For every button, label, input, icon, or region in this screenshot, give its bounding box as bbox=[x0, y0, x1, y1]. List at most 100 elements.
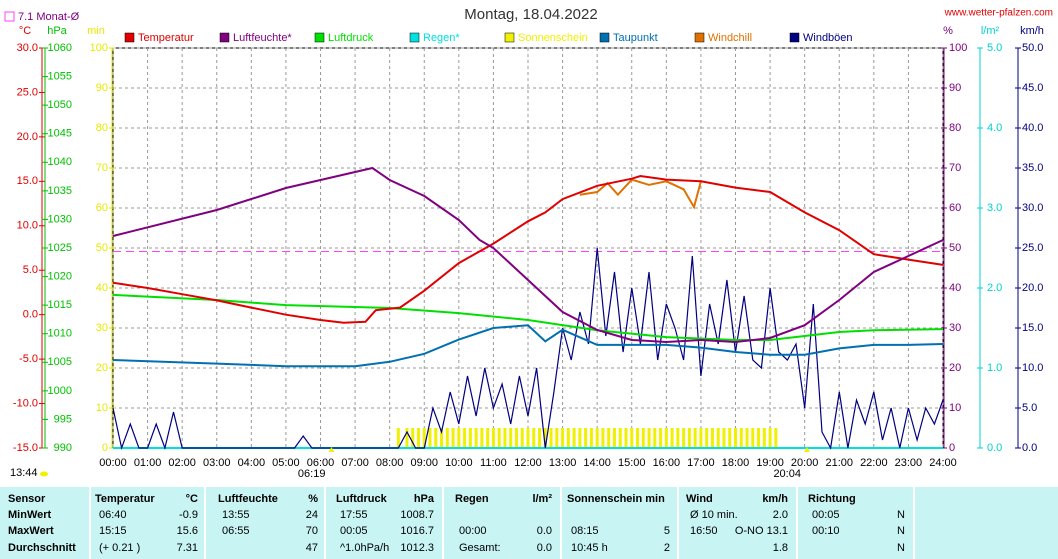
y-tick-label: 15.0 bbox=[17, 175, 38, 187]
table-header: Richtung bbox=[808, 493, 856, 505]
axis-unit: min bbox=[87, 25, 105, 37]
sunshine-bar bbox=[682, 428, 686, 448]
sunshine-bar bbox=[601, 428, 605, 448]
sunshine-bar bbox=[728, 428, 732, 448]
average-icon bbox=[4, 11, 15, 22]
table-cell: N bbox=[897, 542, 905, 554]
x-tick-label: 00:00 bbox=[99, 457, 127, 469]
sunshine-bar bbox=[445, 428, 449, 448]
sunshine-bar bbox=[463, 428, 467, 448]
table-cell: Gesamt: bbox=[459, 542, 501, 554]
table-header: Luftfeuchte bbox=[218, 493, 278, 505]
table-header: Luftdruck bbox=[336, 493, 388, 505]
y-tick-label: 0 bbox=[949, 442, 955, 454]
sunshine-bar bbox=[745, 428, 749, 448]
table-cell: (+ 0.21 ) bbox=[99, 542, 140, 554]
x-tick-label: 06:00 bbox=[307, 457, 335, 469]
y-tick-label: 40 bbox=[96, 282, 108, 294]
table-cell: 17:55 bbox=[340, 509, 368, 521]
updated-icon bbox=[40, 471, 48, 477]
series-line bbox=[112, 324, 944, 368]
y-tick-label: 30.0 bbox=[1022, 202, 1043, 214]
y-tick-label: 0 bbox=[102, 442, 108, 454]
y-tick-label: 1040 bbox=[48, 156, 72, 168]
sun-marker-label: 20:04 bbox=[773, 468, 801, 480]
y-tick-label: 40.0 bbox=[1022, 122, 1043, 134]
x-tick-label: 14:00 bbox=[583, 457, 611, 469]
x-tick-label: 17:00 bbox=[687, 457, 715, 469]
sunshine-bar bbox=[710, 428, 714, 448]
y-tick-label: 20.0 bbox=[1022, 282, 1043, 294]
y-tick-label: 1025 bbox=[48, 242, 72, 254]
y-tick-label: 5.0 bbox=[23, 264, 38, 276]
y-tick-label: 10 bbox=[949, 402, 961, 414]
y-tick-label: 1010 bbox=[48, 328, 72, 340]
sunshine-bar bbox=[549, 428, 553, 448]
sunshine-bar bbox=[693, 428, 697, 448]
sunshine-bar bbox=[416, 428, 420, 448]
legend-swatch bbox=[789, 32, 800, 43]
table-cell: 1016.7 bbox=[400, 525, 434, 537]
y-tick-label: 60 bbox=[96, 202, 108, 214]
x-tick-label: 09:00 bbox=[410, 457, 438, 469]
y-tick-label: 20.0 bbox=[17, 131, 38, 143]
x-tick-label: 23:00 bbox=[895, 457, 923, 469]
table-cell: 06:40 bbox=[99, 509, 127, 521]
x-tick-label: 24:00 bbox=[929, 457, 957, 469]
series-line bbox=[112, 166, 944, 344]
y-tick-label: 50 bbox=[96, 242, 108, 254]
sunshine-bar bbox=[699, 428, 703, 448]
x-tick-label: 01:00 bbox=[134, 457, 162, 469]
table-header: Sonnenschein min bbox=[567, 493, 665, 505]
x-tick-label: 13:00 bbox=[549, 457, 577, 469]
x-tick-label: 07:00 bbox=[341, 457, 369, 469]
sunshine-bar bbox=[589, 428, 593, 448]
sunshine-bar bbox=[434, 428, 438, 448]
table-cell: 5 bbox=[664, 525, 670, 537]
x-tick-label: 11:00 bbox=[480, 457, 507, 469]
y-tick-label: 0.0 bbox=[987, 442, 1002, 454]
y-tick-label: 5.0 bbox=[987, 42, 1002, 54]
axis-unit: km/h bbox=[1020, 25, 1044, 37]
sunshine-bar bbox=[491, 428, 495, 448]
y-tick-label: 80 bbox=[96, 122, 108, 134]
y-tick-label: 80 bbox=[949, 122, 961, 134]
updated-time: 13:44 bbox=[10, 467, 38, 479]
table-header: % bbox=[308, 493, 318, 505]
y-tick-label: 10.0 bbox=[1022, 362, 1043, 374]
y-tick-label: 100 bbox=[90, 42, 108, 54]
y-tick-label: 1035 bbox=[48, 185, 72, 197]
sunshine-bar bbox=[716, 428, 720, 448]
sunshine-bar bbox=[566, 428, 570, 448]
table-cell: 0.0 bbox=[537, 525, 552, 537]
sunshine-bar bbox=[396, 428, 400, 448]
y-tick-label: 20 bbox=[949, 362, 961, 374]
y-tick-label: 990 bbox=[54, 442, 72, 454]
table-cell: 10:45 h bbox=[571, 542, 608, 554]
legend-swatch bbox=[504, 32, 515, 43]
y-tick-label: 50 bbox=[949, 242, 961, 254]
y-tick-label: 70 bbox=[949, 162, 961, 174]
x-tick-label: 08:00 bbox=[376, 457, 404, 469]
table-cell: 47 bbox=[306, 542, 318, 554]
sunshine-bar bbox=[774, 428, 778, 448]
series-line bbox=[579, 178, 702, 210]
chart-title: Montag, 18.04.2022 bbox=[464, 6, 597, 23]
sunshine-bar bbox=[422, 428, 426, 448]
y-tick-label: 0.0 bbox=[23, 309, 38, 321]
y-tick-label: 2.0 bbox=[987, 282, 1002, 294]
table-cell: 24 bbox=[306, 509, 318, 521]
x-tick-label: 15:00 bbox=[618, 457, 646, 469]
y-tick-label: 1055 bbox=[48, 70, 72, 82]
table-header: hPa bbox=[414, 493, 435, 505]
sunshine-bar bbox=[561, 428, 565, 448]
table-row-label: MaxWert bbox=[8, 525, 54, 537]
legend-swatch bbox=[694, 32, 705, 43]
table-header: °C bbox=[186, 493, 198, 505]
y-tick-label: 1050 bbox=[48, 99, 72, 111]
x-tick-label: 12:00 bbox=[514, 457, 542, 469]
table-cell: 00:05 bbox=[340, 525, 368, 537]
y-tick-label: 1020 bbox=[48, 270, 72, 282]
y-tick-label: 4.0 bbox=[987, 122, 1002, 134]
